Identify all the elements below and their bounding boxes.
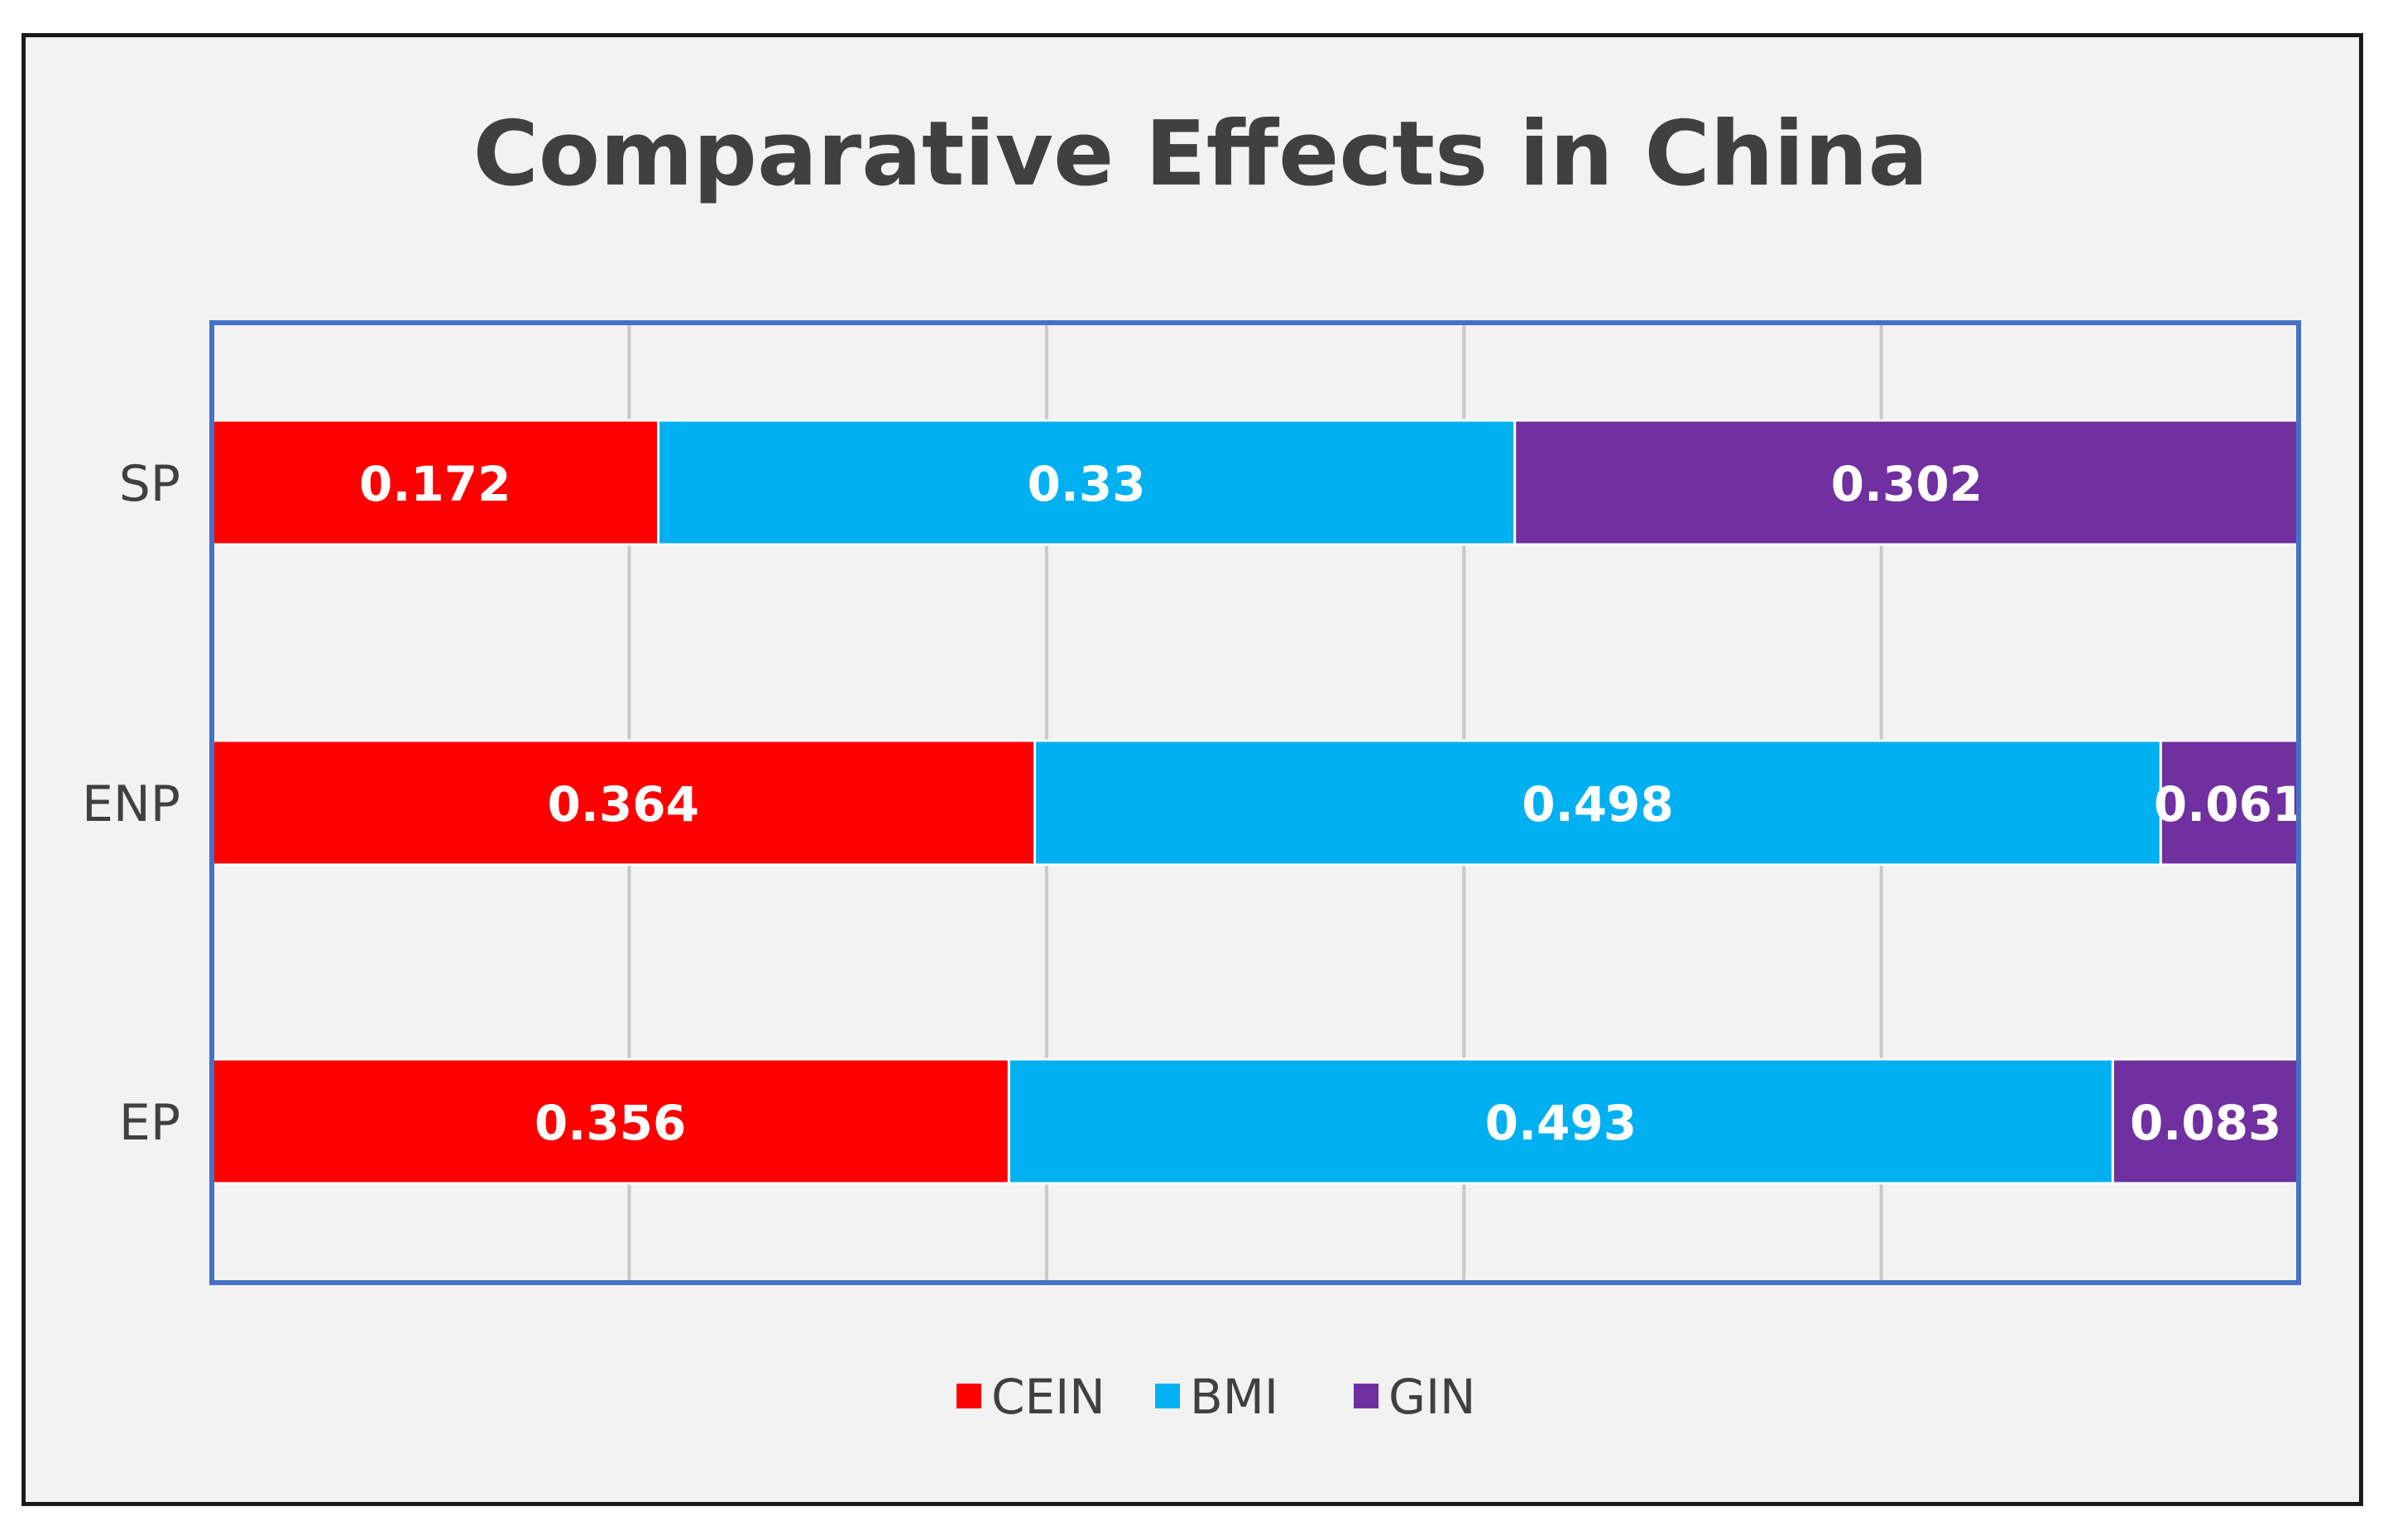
data-label-sp-bmi: 0.33 bbox=[1028, 456, 1146, 512]
bar-enp-bmi bbox=[1033, 739, 2162, 866]
legend-label-gin: GIN bbox=[1388, 1369, 1475, 1425]
data-labels: 0.172 0.33 0.302 0.364 0.498 0.061 0.356 0.493 0… bbox=[359, 456, 2305, 1151]
chart-title: Comparative Effects in China bbox=[473, 103, 1929, 206]
data-label-sp-cein: 0.172 bbox=[359, 456, 511, 512]
bar-sp-cein bbox=[210, 419, 660, 546]
chart: Comparative Effects in China 0.172 0.33 0.… bbox=[82, 103, 2305, 1425]
plot-area-border bbox=[209, 320, 2301, 1285]
data-label-enp-gin: 0.061 bbox=[2154, 776, 2305, 832]
chart-frame: Comparative Effects in China 0.172 0.33 0.… bbox=[22, 33, 2363, 1506]
data-label-enp-cein: 0.364 bbox=[548, 776, 699, 832]
bars bbox=[210, 419, 2300, 1185]
data-label-ep-bmi: 0.493 bbox=[1485, 1095, 1637, 1151]
category-label-ep: EP bbox=[119, 1094, 180, 1152]
bar-enp-gin bbox=[2159, 739, 2300, 866]
category-label-sp: SP bbox=[119, 455, 180, 513]
data-label-sp-gin: 0.302 bbox=[1831, 456, 1983, 512]
legend-label-cein: CEIN bbox=[991, 1369, 1105, 1425]
legend-swatch-gin bbox=[1354, 1384, 1379, 1408]
legend-swatch-cein bbox=[957, 1384, 981, 1408]
legend-label-bmi: BMI bbox=[1190, 1369, 1278, 1425]
category-label-enp: ENP bbox=[82, 775, 180, 833]
data-label-enp-bmi: 0.498 bbox=[1522, 776, 1673, 832]
category-axis: SP ENP EP bbox=[82, 455, 180, 1152]
legend: CEIN BMI GIN bbox=[957, 1369, 1475, 1425]
bar-ep-gin bbox=[2111, 1058, 2300, 1185]
legend-swatch-bmi bbox=[1155, 1384, 1180, 1408]
data-label-ep-gin: 0.083 bbox=[2130, 1095, 2281, 1151]
bar-sp-bmi bbox=[657, 419, 1517, 546]
data-label-ep-cein: 0.356 bbox=[535, 1095, 686, 1151]
bar-sp-gin bbox=[1513, 419, 2300, 546]
bar-enp-cein bbox=[210, 739, 1037, 866]
